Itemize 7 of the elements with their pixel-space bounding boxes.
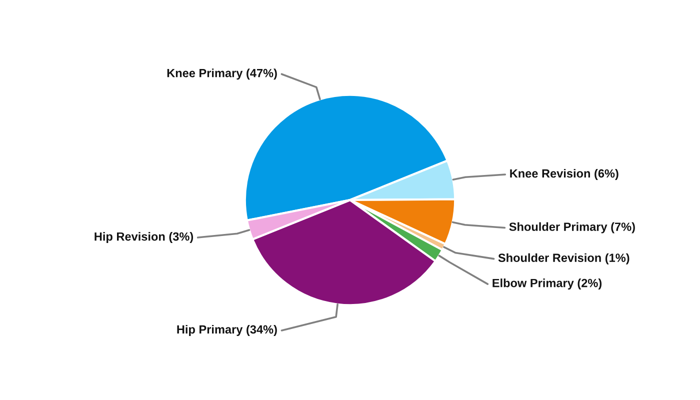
slice-label: Hip Primary (34%) [177,324,277,336]
slice-label: Elbow Primary (2%) [492,278,602,290]
slice-label: Knee Revision (6%) [510,168,618,180]
slice-label: Knee Primary (47%) [167,68,277,80]
slice-label: Shoulder Primary (7%) [509,222,635,234]
slice-label: Shoulder Revision (1%) [498,253,630,264]
slice-label: Hip Revision (3%) [94,232,194,244]
